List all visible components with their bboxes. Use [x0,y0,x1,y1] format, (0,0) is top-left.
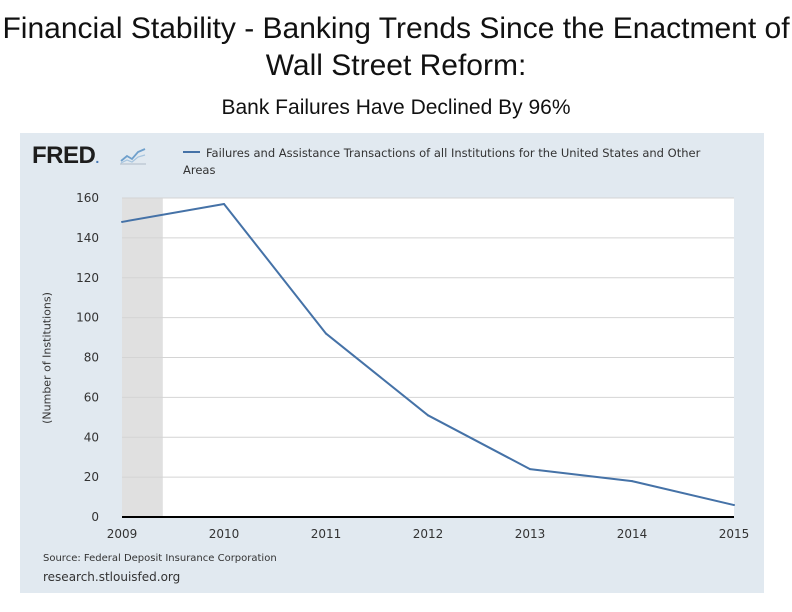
y-tick-label: 60 [84,390,99,404]
x-tick-label: 2011 [311,527,342,541]
source-note: Source: Federal Deposit Insurance Corpor… [43,553,277,564]
x-tick-label: 2009 [107,527,138,541]
data-point [223,202,225,205]
data-point [121,220,123,223]
y-tick-label: 80 [84,351,99,365]
y-tick-label: 140 [76,231,99,245]
source-url: research.stlouisfed.org [43,570,181,584]
y-tick-label: 120 [76,271,99,285]
y-tick-label: 20 [84,470,99,484]
data-point [427,414,429,417]
y-tick-label: 160 [76,191,99,205]
data-point [733,504,735,507]
x-tick-label: 2012 [413,527,444,541]
x-tick-label: 2013 [515,527,546,541]
x-tick-label: 2015 [719,527,750,541]
legend-label: Failures and Assistance Transactions of … [183,146,701,177]
chart-legend: Failures and Assistance Transactions of … [183,145,723,179]
x-tick-label: 2014 [617,527,648,541]
y-tick-label: 40 [84,430,99,444]
y-tick-label: 100 [76,311,99,325]
x-tick-label: 2010 [209,527,240,541]
y-tick-label: 0 [91,510,99,524]
data-point [529,468,531,471]
fred-sparkline-icon [120,148,146,165]
slide-title: Financial Stability - Banking Trends Sin… [2,12,790,82]
data-point [325,332,327,335]
legend-swatch [183,150,200,153]
data-point [631,480,633,483]
fred-logo: FRED. [32,142,99,169]
slide-subtitle: Bank Failures Have Declined By 96% [221,96,571,119]
